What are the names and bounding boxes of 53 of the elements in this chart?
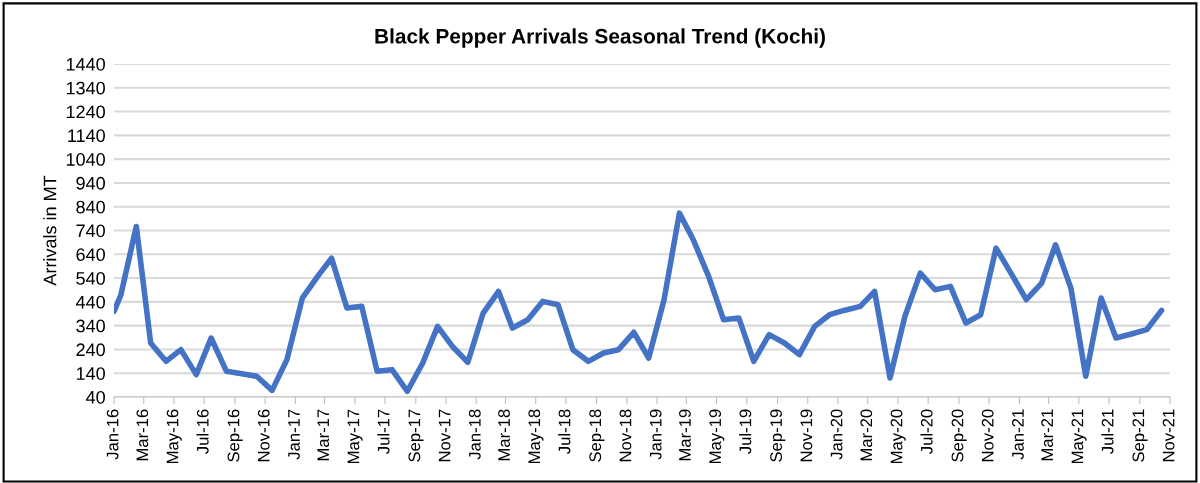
x-tick-label: Sep-16 — [227, 409, 243, 462]
x-tick-label: Jan-16 — [106, 409, 119, 460]
x-tick-label: May-20 — [890, 409, 906, 464]
x-tick-label: Nov-17 — [438, 409, 451, 462]
x-tick-label: Nov-21 — [1162, 409, 1175, 462]
y-tick-label: 940 — [76, 176, 105, 190]
x-tick-label: Sep-21 — [1132, 409, 1148, 462]
y-tick-label: 40 — [86, 390, 105, 404]
x-tick-label: Mar-18 — [498, 409, 510, 461]
x-tick-label: Jan-17 — [288, 409, 300, 460]
x-tick-label: Sep-19 — [770, 409, 786, 462]
x-tick-label: Nov-20 — [981, 409, 994, 462]
x-tick-label: Jul-20 — [920, 409, 933, 454]
x-tick-label: Jan-18 — [468, 409, 481, 460]
y-tick-label: 640 — [76, 248, 105, 262]
y-tick-label: 240 — [76, 343, 105, 357]
y-tick-label: 1140 — [68, 129, 105, 143]
x-tick-label: May-17 — [347, 409, 363, 464]
x-tick-label: Nov-16 — [257, 409, 270, 462]
y-tick-label: 140 — [76, 367, 105, 380]
x-tick-label: May-21 — [1071, 409, 1087, 464]
x-tick-label: May-19 — [709, 409, 725, 464]
x-tick-label: Nov-19 — [800, 409, 813, 462]
x-tick-label: Mar-20 — [860, 409, 873, 461]
x-tick-label: Jul-18 — [558, 409, 571, 454]
x-tick-label: Jan-19 — [649, 409, 662, 460]
x-tick-label: Mar-16 — [136, 409, 149, 461]
x-tick-label: May-18 — [528, 409, 544, 464]
x-tick-label: Sep-17 — [408, 409, 424, 462]
y-tick-label: 1040 — [66, 153, 105, 166]
y-axis-title: Arrivals in MT — [43, 175, 57, 286]
x-tick-label: Mar-21 — [1041, 409, 1054, 461]
x-tick-label: Jan-20 — [830, 409, 843, 460]
y-tick-label: 1240 — [66, 105, 105, 119]
x-tick-label: Nov-18 — [619, 409, 632, 462]
y-tick-label: 1340 — [66, 81, 105, 95]
x-tick-label: Jul-21 — [1101, 409, 1114, 454]
x-tick-label: Jan-21 — [1012, 409, 1024, 460]
y-tick-label: 540 — [76, 272, 105, 285]
x-tick-label: Jul-17 — [377, 409, 390, 454]
y-tick-label: 840 — [76, 200, 105, 214]
x-tick-label: Jul-19 — [739, 409, 752, 454]
x-tick-label: Mar-17 — [317, 409, 330, 461]
y-tick-label: 340 — [76, 319, 105, 333]
x-tick-label: Sep-18 — [589, 409, 605, 462]
x-tick-label: Mar-19 — [679, 409, 691, 461]
chart-title: Black Pepper Arrivals Seasonal Trend (Kochi) — [375, 28, 825, 48]
y-tick-label: 740 — [76, 224, 105, 238]
y-tick-label: 1440 — [66, 57, 105, 71]
x-tick-label: Jul-16 — [196, 409, 209, 454]
y-tick-label: 440 — [75, 295, 105, 309]
x-tick-label: Sep-20 — [951, 409, 967, 462]
x-tick-label: May-16 — [166, 409, 182, 464]
